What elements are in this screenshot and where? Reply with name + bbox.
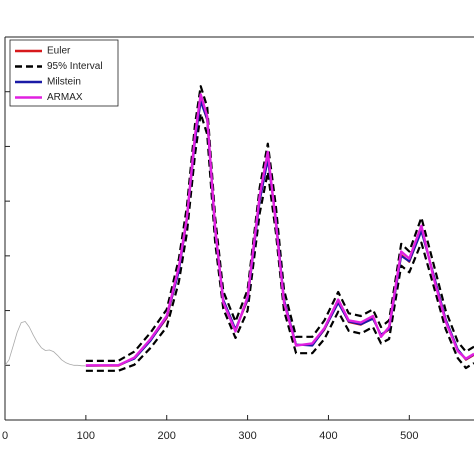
legend-label: Euler — [47, 46, 71, 57]
reference-line — [4, 321, 86, 367]
legend: Euler 95% Interval Milstein ARMAX — [9, 39, 119, 107]
x-tick-label: 100 — [77, 430, 95, 442]
legend-label: ARMAX — [47, 92, 83, 103]
legend-label: 95% Interval — [47, 61, 103, 72]
x-tick-label: 0 — [2, 430, 8, 442]
interval-line — [85, 85, 474, 362]
x-tick-label: 300 — [238, 430, 256, 442]
x-tick-label: 400 — [319, 430, 337, 442]
interval-line — [85, 112, 474, 372]
legend-label: Milstein — [47, 77, 81, 88]
x-tick-label: 500 — [400, 430, 418, 442]
x-tick-label: 200 — [158, 430, 176, 442]
series-line — [85, 93, 474, 367]
